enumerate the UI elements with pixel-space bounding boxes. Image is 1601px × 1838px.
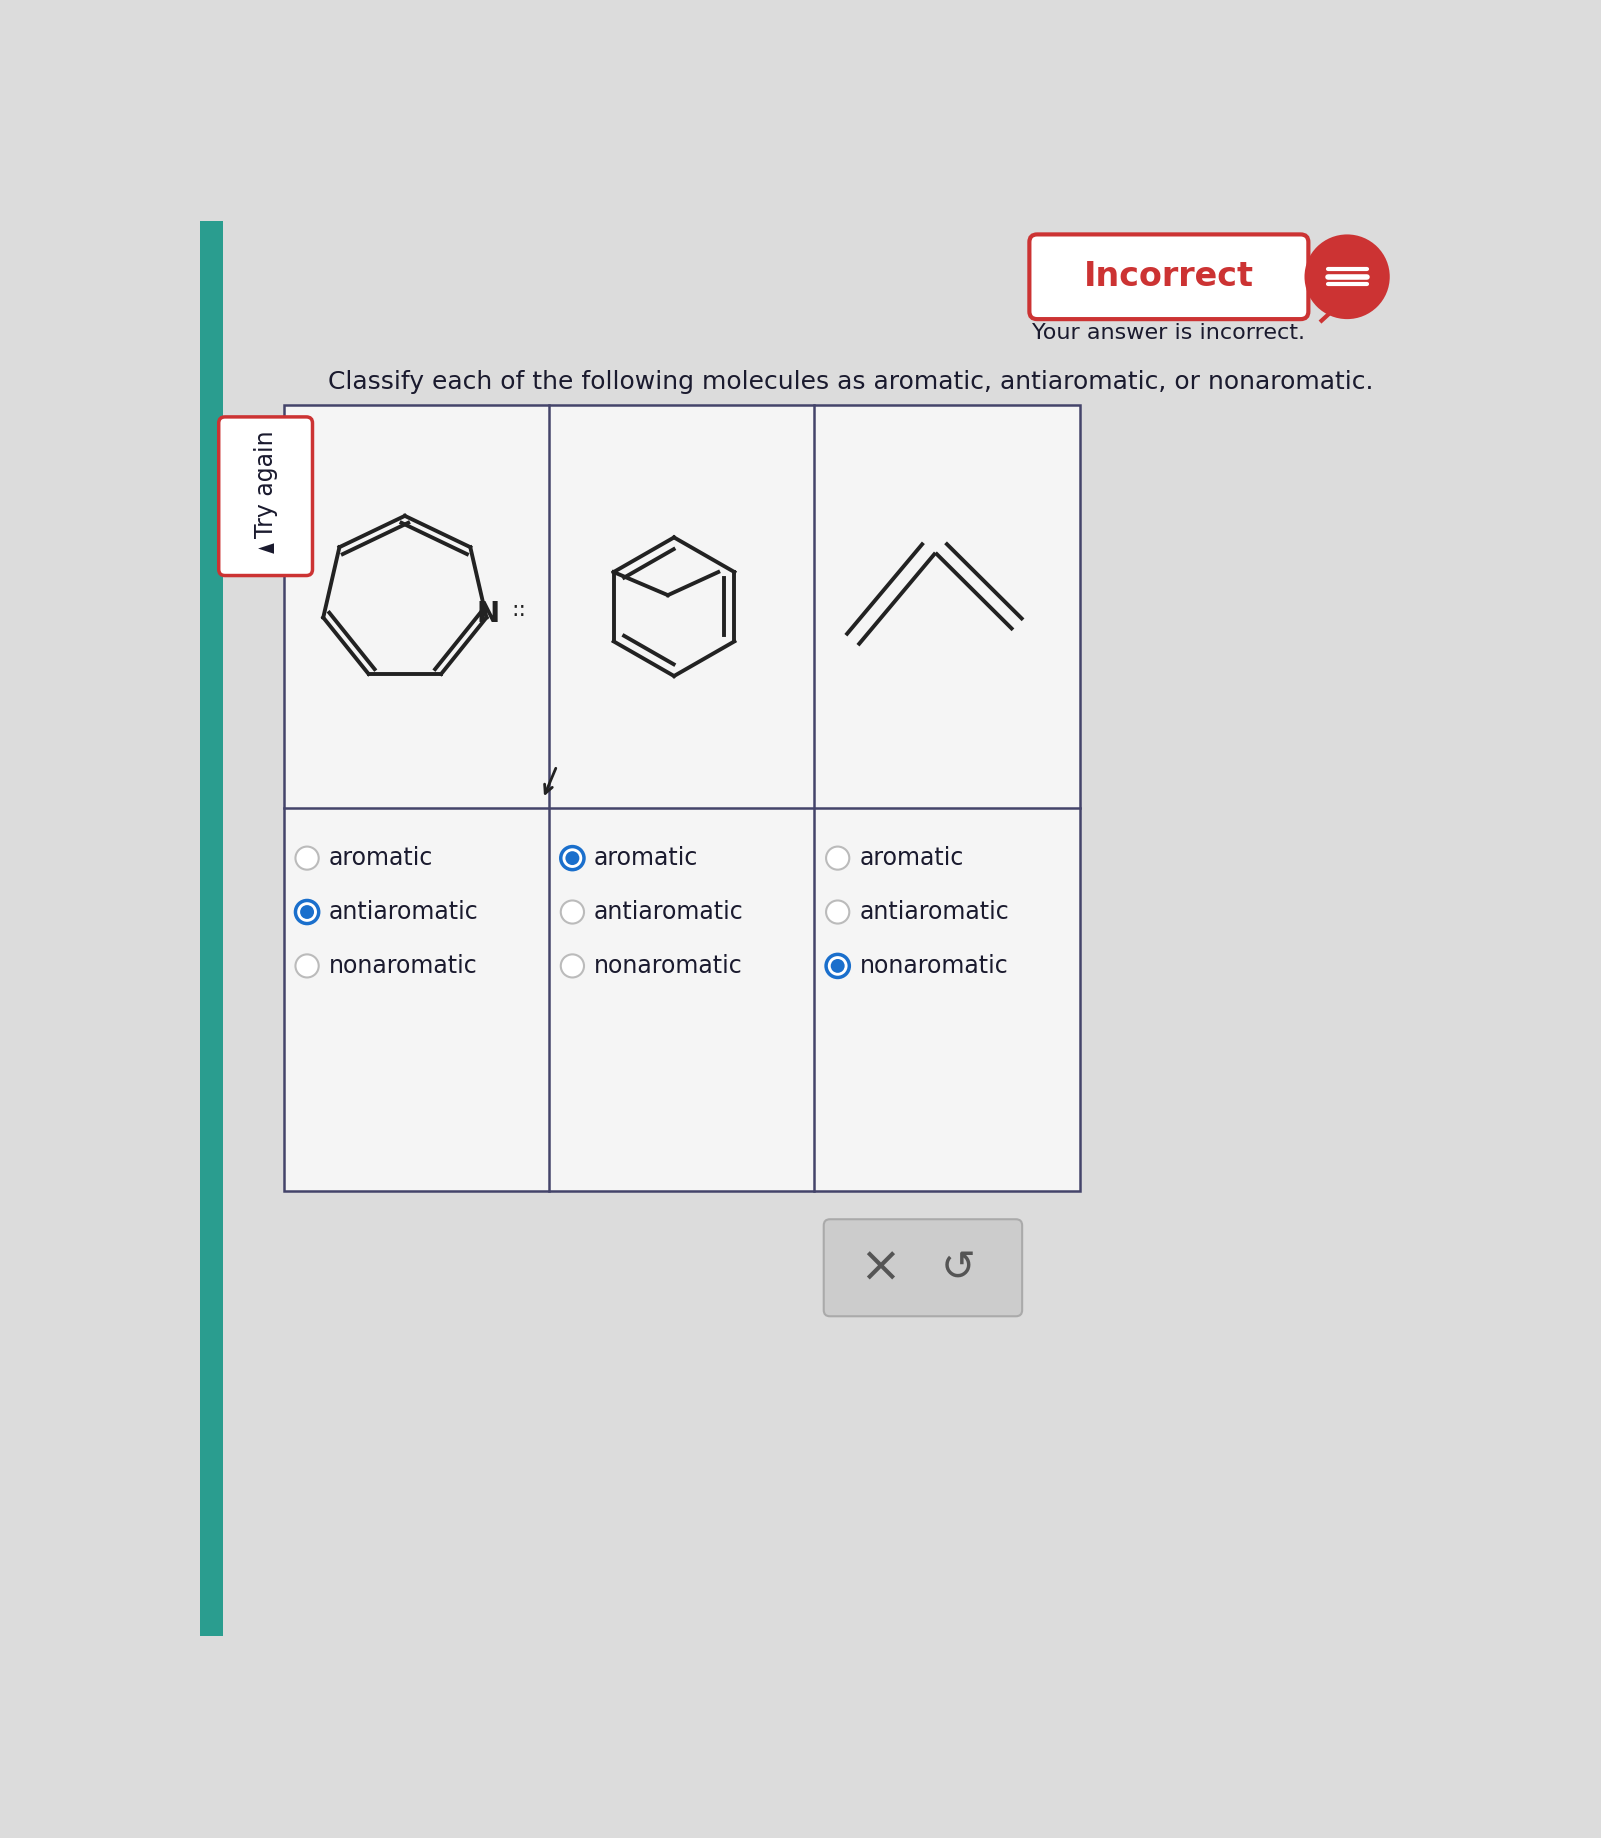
FancyBboxPatch shape (825, 1219, 1021, 1316)
Bar (200, 221, 224, 1636)
Circle shape (831, 959, 845, 972)
Text: Classify each of the following molecules as aromatic, antiaromatic, or nonaromat: Classify each of the following molecules… (328, 369, 1374, 395)
Text: Your answer is incorrect.: Your answer is incorrect. (1033, 323, 1305, 344)
Circle shape (826, 901, 849, 923)
Text: nonaromatic: nonaromatic (860, 954, 1009, 978)
Text: Incorrect: Incorrect (1084, 261, 1254, 294)
Text: aromatic: aromatic (328, 845, 434, 869)
Text: aromatic: aromatic (860, 845, 964, 869)
Text: ×: × (860, 1244, 901, 1292)
Text: ◄: ◄ (258, 539, 274, 557)
Circle shape (560, 901, 584, 923)
Circle shape (560, 954, 584, 978)
Circle shape (826, 847, 849, 869)
Text: nonaromatic: nonaromatic (594, 954, 743, 978)
Circle shape (826, 954, 849, 978)
Text: ::: :: (511, 599, 527, 619)
Text: N: N (477, 599, 500, 627)
Text: antiaromatic: antiaromatic (594, 901, 744, 925)
Circle shape (560, 847, 584, 869)
Circle shape (296, 847, 319, 869)
FancyBboxPatch shape (1029, 235, 1308, 320)
Text: aromatic: aromatic (594, 845, 698, 869)
FancyBboxPatch shape (219, 417, 312, 575)
Text: Try again: Try again (253, 430, 277, 539)
Circle shape (565, 851, 580, 866)
Circle shape (296, 954, 319, 978)
Text: ↺: ↺ (940, 1246, 975, 1288)
Bar (283, 406, 1079, 1191)
Circle shape (299, 904, 314, 919)
Text: antiaromatic: antiaromatic (860, 901, 1009, 925)
Text: nonaromatic: nonaromatic (328, 954, 477, 978)
Text: antiaromatic: antiaromatic (328, 901, 479, 925)
Circle shape (296, 901, 319, 923)
Circle shape (1305, 235, 1390, 320)
